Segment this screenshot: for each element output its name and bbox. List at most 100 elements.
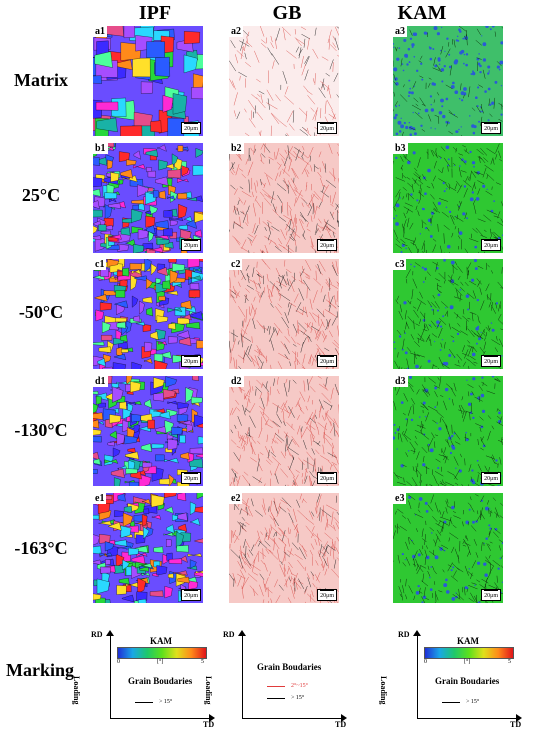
panel-label: a2 xyxy=(229,26,243,37)
kam-color-bar xyxy=(424,647,514,659)
gb-title: Grain Boudaries xyxy=(128,676,193,686)
scale-bar-text: 20μm xyxy=(184,359,198,365)
gb-high-label: > 15° xyxy=(159,699,173,705)
axis-rd-label: RD xyxy=(398,630,410,639)
scale-bar: 20μm xyxy=(481,472,501,484)
scale-bar-line xyxy=(184,240,198,241)
marking-label: Marking xyxy=(5,660,74,680)
panel-label: e2 xyxy=(229,493,243,504)
axis-rd-line xyxy=(417,634,418,718)
panel-label: b2 xyxy=(229,143,244,154)
scale-bar: 20μm xyxy=(481,589,501,601)
scale-bar-text: 20μm xyxy=(484,476,498,482)
kam-micrograph xyxy=(393,143,503,253)
panel-label: e3 xyxy=(393,493,407,504)
legend-ipf: RD TD Loading KAM 0 [°] 5 Grain Boudarie… xyxy=(72,628,225,729)
axis-td-label: TD xyxy=(510,720,522,729)
arrow-right-icon xyxy=(516,714,522,722)
column-header-gb: GB xyxy=(272,2,302,24)
scale-bar-text: 20μm xyxy=(484,126,498,132)
column-header-kam: KAM xyxy=(397,2,447,24)
kam-title: KAM xyxy=(150,636,172,646)
scale-bar-line xyxy=(184,473,198,474)
scale-bar-text: 20μm xyxy=(184,476,198,482)
gb-title: Grain Boudaries xyxy=(257,662,322,672)
panel-kam-b3: b3 20μm xyxy=(393,143,503,253)
axis-loading-label: Loading xyxy=(204,676,213,705)
ipf-micrograph xyxy=(93,493,203,603)
scale-bar-line xyxy=(320,590,334,591)
ipf-micrograph xyxy=(93,143,203,253)
scale-bar-line xyxy=(320,356,334,357)
axis-loading-label: Loading xyxy=(379,676,388,705)
scale-bar-line xyxy=(184,356,198,357)
scale-bar: 20μm xyxy=(181,239,201,251)
row-label-minus163c: -163°C xyxy=(14,538,68,558)
scale-bar-text: 20μm xyxy=(320,476,334,482)
kam-micrograph xyxy=(393,259,503,369)
arrow-right-icon xyxy=(209,714,215,722)
kam-title: KAM xyxy=(457,636,479,646)
panel-kam-a3: a3 20μm xyxy=(393,26,503,136)
axis-td-line xyxy=(110,718,210,719)
axis-td-label: TD xyxy=(335,720,347,729)
axis-td-line xyxy=(242,718,342,719)
scale-bar-text: 20μm xyxy=(484,359,498,365)
row-label-matrix: Matrix xyxy=(14,70,68,90)
scale-bar: 20μm xyxy=(181,122,201,134)
scale-bar: 20μm xyxy=(181,589,201,601)
kam-max: 5 xyxy=(508,659,511,665)
scale-bar-line xyxy=(320,473,334,474)
ipf-micrograph xyxy=(93,376,203,486)
gb-high-label: > 15° xyxy=(466,699,480,705)
panel-label: b3 xyxy=(393,143,408,154)
panel-ipf-b1: b1 20μm xyxy=(93,143,203,253)
panel-label: c1 xyxy=(93,259,107,270)
panel-label: a1 xyxy=(93,26,107,37)
panel-label: d1 xyxy=(93,376,108,387)
axis-td-label: TD xyxy=(203,720,215,729)
panel-label: d2 xyxy=(229,376,244,387)
axis-loading-label: Loading xyxy=(72,676,81,705)
kam-unit: [°] xyxy=(464,659,471,665)
scale-bar-line xyxy=(184,123,198,124)
gb-high-line xyxy=(267,698,285,699)
scale-bar: 20μm xyxy=(317,472,337,484)
panel-kam-e3: e3 20μm xyxy=(393,493,503,603)
panel-gb-c2: c2 20μm xyxy=(229,259,339,369)
panel-ipf-d1: d1 20μm xyxy=(93,376,203,486)
scale-bar-line xyxy=(484,590,498,591)
panel-gb-d2: d2 20μm xyxy=(229,376,339,486)
ipf-micrograph xyxy=(93,26,203,136)
gb-micrograph xyxy=(229,493,339,603)
gb-micrograph xyxy=(229,259,339,369)
ipf-micrograph xyxy=(93,259,203,369)
scale-bar-line xyxy=(184,590,198,591)
scale-bar-line xyxy=(484,356,498,357)
axis-td-line xyxy=(417,718,517,719)
scale-bar: 20μm xyxy=(181,355,201,367)
panel-label: a3 xyxy=(393,26,407,37)
scale-bar: 20μm xyxy=(317,239,337,251)
arrow-right-icon xyxy=(341,714,347,722)
column-header-ipf: IPF xyxy=(138,2,172,24)
gb-micrograph xyxy=(229,376,339,486)
legend-gb: RD TD Loading Grain Boudaries 2°~15° > 1… xyxy=(204,628,357,729)
scale-bar: 20μm xyxy=(481,239,501,251)
scale-bar-text: 20μm xyxy=(320,243,334,249)
scale-bar: 20μm xyxy=(181,472,201,484)
scale-bar-line xyxy=(320,240,334,241)
panel-kam-d3: d3 20μm xyxy=(393,376,503,486)
panel-label: e1 xyxy=(93,493,107,504)
scale-bar-text: 20μm xyxy=(320,126,334,132)
scale-bar-line xyxy=(484,473,498,474)
kam-micrograph xyxy=(393,26,503,136)
panel-gb-b2: b2 20μm xyxy=(229,143,339,253)
scale-bar-text: 20μm xyxy=(484,243,498,249)
axis-rd-line xyxy=(242,634,243,718)
panel-label: c3 xyxy=(393,259,407,270)
scale-bar-text: 20μm xyxy=(320,359,334,365)
gb-low-line xyxy=(267,686,285,687)
arrow-up-icon xyxy=(413,630,421,636)
panel-ipf-c1: c1 20μm xyxy=(93,259,203,369)
